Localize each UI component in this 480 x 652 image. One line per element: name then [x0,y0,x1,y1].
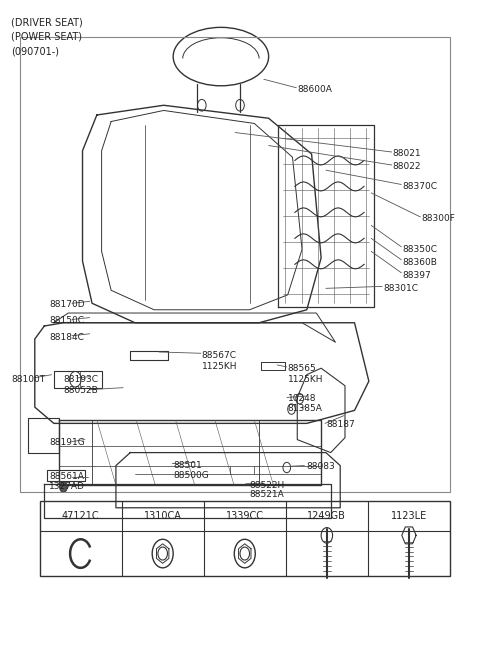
Text: 1339CC: 1339CC [226,511,264,521]
Text: 88600A: 88600A [297,85,332,93]
Text: 88100T: 88100T [11,375,45,384]
Text: 88360B: 88360B [402,258,437,267]
Text: 1125KH: 1125KH [202,362,237,371]
Text: (090701-): (090701-) [11,46,59,56]
Text: 88567C: 88567C [202,351,237,360]
Bar [21,37,450,492]
Text: 88052B: 88052B [63,387,98,395]
Text: 1327AD: 1327AD [49,482,85,491]
Text: 1310CA: 1310CA [144,511,181,521]
Text: 88187: 88187 [326,420,355,429]
Text: (POWER SEAT): (POWER SEAT) [11,32,82,42]
Text: 10248: 10248 [288,394,316,403]
Text: 88565: 88565 [288,364,316,373]
Text: 88300F: 88300F [421,215,455,224]
Text: 88170D: 88170D [49,300,85,309]
Text: 88021: 88021 [393,149,421,158]
Text: 1249GB: 1249GB [307,511,346,521]
Text: 1123LE: 1123LE [391,511,427,521]
Text: 88350C: 88350C [402,245,437,254]
Text: 1125KH: 1125KH [288,375,323,384]
Text: 88150C: 88150C [49,316,84,325]
Text: 88370C: 88370C [402,182,437,191]
Circle shape [60,482,67,492]
Text: 88521A: 88521A [250,490,284,499]
Text: 88501: 88501 [173,461,202,470]
Text: 88522H: 88522H [250,481,285,490]
Text: 88083: 88083 [307,462,336,471]
Text: 47121C: 47121C [62,511,99,521]
Text: 81385A: 81385A [288,404,323,413]
Text: 88397: 88397 [402,271,431,280]
Text: 88193C: 88193C [63,375,98,384]
Text: 88301C: 88301C [383,284,418,293]
Bar [39,501,450,576]
Text: (DRIVER SEAT): (DRIVER SEAT) [11,18,83,27]
Text: 88184C: 88184C [49,333,84,342]
Text: 88561A: 88561A [49,472,84,481]
Text: 88191G: 88191G [49,438,85,447]
Text: 88500G: 88500G [173,471,209,480]
Text: 88022: 88022 [393,162,421,171]
